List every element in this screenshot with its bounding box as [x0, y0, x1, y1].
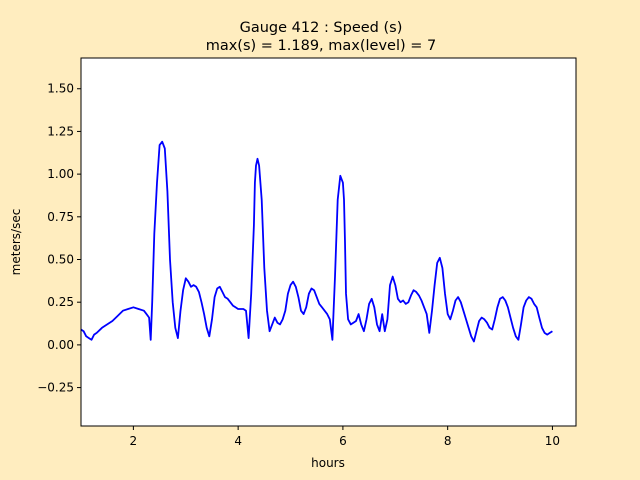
x-tick-label: 8 — [444, 434, 452, 448]
y-tick-label: −0.25 — [37, 381, 74, 395]
y-tick-label: 1.50 — [47, 82, 74, 96]
x-tick-label: 6 — [339, 434, 347, 448]
y-tick-label: 0.50 — [47, 253, 74, 267]
y-axis-label: meters/sec — [9, 209, 23, 276]
axes-frame — [80, 57, 577, 427]
x-tick-label: 10 — [545, 434, 560, 448]
y-tick-label: 1.25 — [47, 124, 74, 138]
chart-title-line-1: Gauge 412 : Speed (s) — [240, 20, 403, 36]
series-layer — [80, 140, 553, 343]
x-tick-label: 4 — [234, 434, 242, 448]
x-tick-label: 2 — [130, 434, 138, 448]
chart-title-line-2: max(s) = 1.189, max(level) = 7 — [206, 38, 437, 54]
plot-area — [81, 58, 576, 426]
y-tick-label: 1.00 — [47, 167, 74, 181]
y-tick-label: 0.00 — [47, 338, 74, 352]
y-ticks: −0.25 0.00 0.25 0.50 0.75 1.00 1.25 1.50 — [37, 82, 81, 395]
y-tick-label: 0.25 — [47, 295, 74, 309]
x-axis-label: hours — [311, 456, 345, 470]
series-line-0 — [80, 140, 553, 343]
y-tick-label: 0.75 — [47, 210, 74, 224]
x-ticks: 2 4 6 8 10 — [130, 426, 560, 448]
